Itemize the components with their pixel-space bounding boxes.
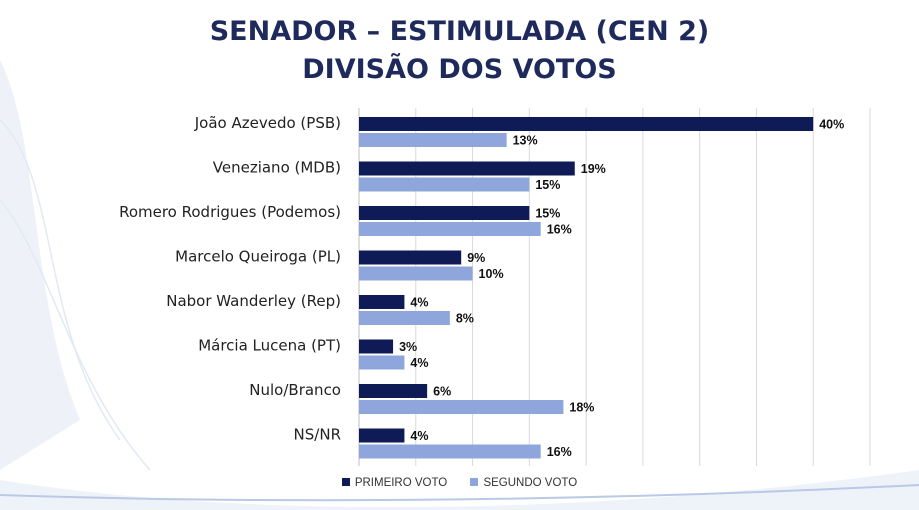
legend-label-segundo: SEGUNDO VOTO <box>483 477 578 489</box>
category-label: Romero Rodrigues (Podemos) <box>119 203 341 221</box>
bar-segundo-voto <box>359 177 530 192</box>
bar-segundo-voto <box>359 311 450 325</box>
data-label: 6% <box>433 385 451 399</box>
data-label: 9% <box>467 251 485 265</box>
bar-segundo-voto <box>359 355 405 370</box>
bar-segundo-voto <box>359 222 541 236</box>
bar-segundo-voto <box>359 400 564 414</box>
chart-title: SENADOR – ESTIMULADA (CEN 2) <box>209 16 710 47</box>
bar-primeiro-voto <box>359 117 814 131</box>
bar-segundo-voto <box>359 133 507 147</box>
legend-swatch-segundo <box>470 478 479 486</box>
bar-primeiro-voto <box>359 384 428 398</box>
bar-segundo-voto <box>359 266 473 281</box>
data-label: 4% <box>410 429 428 443</box>
data-label: 13% <box>513 134 538 148</box>
legend-swatch-primeiro <box>341 478 350 486</box>
data-label: 10% <box>479 267 504 281</box>
data-label: 3% <box>399 340 417 354</box>
bar-segundo-voto <box>359 444 541 459</box>
category-label: Nulo/Branco <box>249 381 341 399</box>
category-label: Nabor Wanderley (Rep) <box>166 292 341 310</box>
legend: PRIMEIRO VOTO SEGUNDO VOTO <box>0 477 919 489</box>
data-label: 19% <box>581 162 606 176</box>
bars <box>359 117 814 459</box>
category-label: Márcia Lucena (PT) <box>198 337 341 355</box>
data-label: 18% <box>569 401 594 415</box>
bar-primeiro-voto <box>359 295 405 309</box>
legend-item-primeiro: PRIMEIRO VOTO <box>341 477 448 489</box>
category-label: Marcelo Queiroga (PL) <box>175 248 341 266</box>
category-label: NS/NR <box>294 426 341 444</box>
data-label: 4% <box>410 356 428 370</box>
bar-primeiro-voto <box>359 250 462 265</box>
labels: João Azevedo (PSB) 40% 13% Veneziano (MDB) 1… <box>119 114 844 459</box>
data-label: 4% <box>410 296 428 310</box>
data-label: 40% <box>819 118 844 132</box>
data-label: 8% <box>456 312 474 326</box>
category-label: Veneziano (MDB) <box>213 159 341 177</box>
data-label: 16% <box>547 445 572 459</box>
data-label: 16% <box>547 223 572 237</box>
bar-primeiro-voto <box>359 161 575 176</box>
bar-primeiro-voto <box>359 428 405 443</box>
data-label: 15% <box>535 178 560 192</box>
chart-subtitle: DIVISÃO DOS VOTOS <box>302 54 617 85</box>
bar-primeiro-voto <box>359 339 394 354</box>
category-label: João Azevedo (PSB) <box>194 114 341 132</box>
legend-label-primeiro: PRIMEIRO VOTO <box>354 477 448 489</box>
bar-primeiro-voto <box>359 206 530 220</box>
legend-item-segundo: SEGUNDO VOTO <box>470 477 577 489</box>
data-label: 15% <box>535 207 560 221</box>
